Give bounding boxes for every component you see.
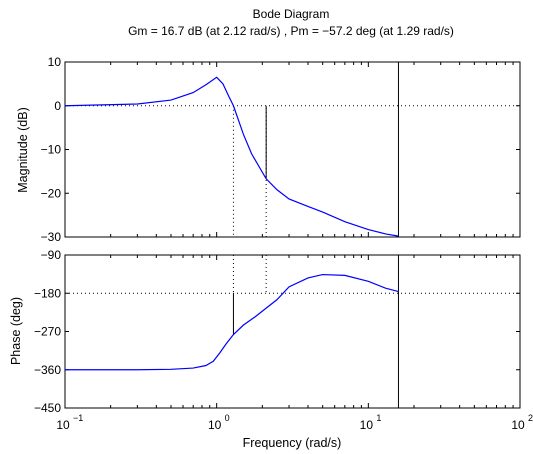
phase-y-tick-label: −270 bbox=[34, 325, 61, 339]
phase-axes-box bbox=[64, 254, 521, 409]
magnitude-series-line bbox=[64, 76, 399, 237]
chart-subtitle: Gm = 16.7 dB (at 2.12 rad/s) , Pm = −57.… bbox=[128, 24, 454, 38]
phase-y-tick-label: −450 bbox=[34, 401, 61, 415]
phase-x-ticks bbox=[64, 255, 521, 408]
magnitude-y-tick-label: 10 bbox=[48, 55, 62, 69]
magnitude-guides bbox=[65, 62, 520, 237]
phase-y-tick-label: −180 bbox=[34, 286, 61, 300]
magnitude-y-tick-label: −20 bbox=[41, 186, 62, 200]
x-tick-label-exponent: 2 bbox=[528, 413, 533, 423]
magnitude-y-tick-label: −10 bbox=[41, 143, 62, 157]
x-tick-label-base: 10 bbox=[511, 418, 525, 432]
phase-y-label: Phase (deg) bbox=[9, 297, 23, 365]
magnitude-y-ticks: 10 0 −10 −20 −30 bbox=[41, 55, 520, 244]
phase-y-tick-label: −360 bbox=[34, 363, 61, 377]
phase-y-tick-label: −90 bbox=[41, 248, 62, 262]
magnitude-axes-box bbox=[64, 61, 521, 238]
x-tick-label-exponent: −1 bbox=[73, 413, 83, 423]
chart-title: Bode Diagram bbox=[253, 7, 330, 21]
x-axis-label: Frequency (rad/s) bbox=[243, 436, 342, 450]
x-tick-label-exponent: 0 bbox=[225, 413, 230, 423]
phase-guides bbox=[65, 255, 520, 408]
phase-y-ticks: −90 −180 −270 −360 −450 bbox=[34, 248, 520, 415]
magnitude-panel: 10 0 −10 −20 −30 Magnitude (dB) bbox=[16, 55, 521, 244]
x-tick-label-base: 10 bbox=[208, 418, 222, 432]
x-tick-label-exponent: 1 bbox=[376, 413, 381, 423]
magnitude-y-tick-label: 0 bbox=[54, 99, 61, 113]
magnitude-x-ticks bbox=[64, 62, 521, 237]
phase-series-line bbox=[65, 273, 399, 371]
phase-panel: −90 −180 −270 −360 −450 Phase (deg) bbox=[9, 248, 521, 415]
x-tick-label-base: 10 bbox=[56, 418, 70, 432]
magnitude-y-label: Magnitude (dB) bbox=[16, 107, 30, 192]
magnitude-y-tick-label: −30 bbox=[41, 230, 62, 244]
x-tick-label-base: 10 bbox=[360, 418, 374, 432]
x-tick-labels: 10 −1 10 0 10 1 10 2 bbox=[56, 413, 533, 432]
